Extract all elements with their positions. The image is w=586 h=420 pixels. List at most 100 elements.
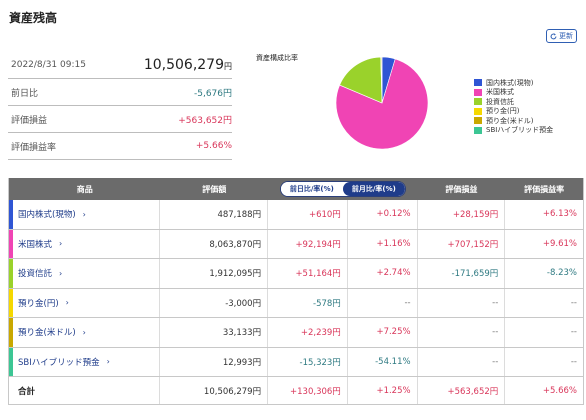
toggle-prev-month[interactable]: 前月比/率(%) <box>342 182 405 196</box>
change-cell: -15,323円 <box>268 347 348 376</box>
legend-item: 米国株式 <box>474 88 553 98</box>
valuation-cell: 33,133円 <box>160 318 269 347</box>
pl-cell: -171,659円 <box>418 259 506 288</box>
table-header: 商品 評価額 前日比/率(%) 前月比/率(%) 評価損益 評価損益率 <box>9 178 583 200</box>
change-rate-cell: +2.74% <box>348 259 418 288</box>
table-row: SBIハイブリッド預金 › 12,993円 -15,323円 -54.11% -- -- <box>9 347 583 377</box>
total-change-rate: +1.25% <box>348 377 418 404</box>
change-cell: +2,239円 <box>268 318 348 347</box>
category-color-bar <box>9 229 13 258</box>
pl-rate-cell: -8.23% <box>546 268 577 279</box>
pl-rate-cell: -- <box>570 297 577 308</box>
pl-rate-cell: +6.13% <box>542 209 577 220</box>
pl-cell: -- <box>418 347 506 376</box>
summary-label: 評価損益 <box>11 115 48 126</box>
summary-value: +563,652円 <box>178 115 232 126</box>
product-name: 国内株式(現物) <box>18 210 76 221</box>
legend-swatch <box>474 98 482 106</box>
change-rate-cell: +1.16% <box>348 229 418 258</box>
summary-value: -5,676円 <box>193 88 232 99</box>
legend-item: SBIハイブリッド預金 <box>474 126 553 136</box>
change-cell: +51,164円 <box>268 259 348 288</box>
change-cell: +92,194円 <box>268 229 348 258</box>
summary-total-row: 2022/8/31 09:15 10,506,279円 <box>8 52 232 79</box>
total-value: 10,506,279円 <box>160 377 269 404</box>
chart-title: 資産構成比率 <box>256 54 298 62</box>
product-name: SBIハイブリッド預金 <box>18 357 100 368</box>
category-color-bar <box>9 259 13 288</box>
change-rate-cell: -- <box>348 288 418 317</box>
product-link[interactable]: 預り金(円) › <box>9 288 161 317</box>
change-period-toggle: 前日比/率(%) 前月比/率(%) <box>279 181 406 197</box>
valuation-cell: 1,912,095円 <box>160 259 269 288</box>
change-cell: +610円 <box>268 200 348 229</box>
change-cell: -578円 <box>268 288 348 317</box>
legend-label: 預り金(米ドル) <box>486 116 534 125</box>
legend-item: 預り金(米ドル) <box>474 116 553 126</box>
product-link[interactable]: 預り金(米ドル) › <box>9 318 161 347</box>
chevron-right-icon: › <box>65 298 69 308</box>
chevron-right-icon: › <box>59 268 63 278</box>
summary-label: 評価損益率 <box>11 142 57 153</box>
legend-label: 投資信託 <box>486 97 514 106</box>
toggle-prev-day[interactable]: 前日比/率(%) <box>280 182 343 196</box>
table-body: 国内株式(現物) › 487,188円 +610円 +0.12% +28,159円 +6.1… <box>9 200 583 377</box>
legend-item: 投資信託 <box>474 97 553 107</box>
header-valuation: 評価額 <box>202 184 227 194</box>
refresh-icon <box>550 33 557 39</box>
category-color-bar <box>9 347 13 376</box>
chevron-right-icon: › <box>82 209 86 219</box>
product-link[interactable]: 投資信託 › <box>9 259 161 288</box>
pl-cell: +28,159円 <box>418 200 506 229</box>
product-name: 投資信託 <box>18 269 53 280</box>
refresh-label: 更新 <box>559 32 573 40</box>
product-name: 預り金(米ドル) <box>18 328 76 339</box>
summary-label: 前日比 <box>11 88 39 99</box>
product-name: 預り金(円) <box>18 298 59 309</box>
summary-value: +5.66% <box>195 141 232 151</box>
summary-total-unit: 円 <box>224 62 232 71</box>
header-pl-rate: 評価損益率 <box>524 184 565 194</box>
pie-slice-2 <box>339 56 383 104</box>
asset-summary: 2022/8/31 09:15 10,506,279円 前日比 -5,676円 … <box>8 52 232 160</box>
legend-item: 国内株式(現物) <box>474 78 553 88</box>
holdings-table: 商品 評価額 前日比/率(%) 前月比/率(%) 評価損益 評価損益率 国内株式… <box>8 178 584 405</box>
chevron-right-icon: › <box>82 327 86 337</box>
category-color-bar <box>9 318 13 347</box>
asset-pie-chart <box>335 56 429 150</box>
change-rate-cell: +0.12% <box>348 200 418 229</box>
total-pl: +563,652円 <box>418 377 506 404</box>
summary-row-day-change: 前日比 -5,676円 <box>8 79 232 106</box>
refresh-button[interactable]: 更新 <box>546 29 577 43</box>
legend-swatch <box>474 88 482 96</box>
summary-total-value: 10,506,279 <box>143 57 224 73</box>
legend-item: 預り金(円) <box>474 107 553 117</box>
table-row: 米国株式 › 8,063,870円 +92,194円 +1.16% +707,152円 +9… <box>9 229 583 259</box>
chart-legend: 国内株式(現物) 米国株式 投資信託 預り金(円) 預り金(米ドル) SBIハイブリッド預… <box>474 78 553 135</box>
legend-swatch <box>474 79 482 87</box>
summary-row-pl-rate: 評価損益率 +5.66% <box>8 133 232 160</box>
legend-swatch <box>474 117 482 125</box>
header-pl: 評価損益 <box>445 184 478 194</box>
table-row: 国内株式(現物) › 487,188円 +610円 +0.12% +28,159円 +6.1… <box>9 200 583 230</box>
summary-date: 2022/8/31 09:15 <box>11 60 86 70</box>
product-link[interactable]: 国内株式(現物) › <box>9 200 161 229</box>
product-name: 米国株式 <box>18 239 53 250</box>
chevron-right-icon: › <box>106 357 110 367</box>
table-row: 投資信託 › 1,912,095円 +51,164円 +2.74% -171,659円 -8… <box>9 259 583 289</box>
category-color-bar <box>9 288 13 317</box>
summary-row-pl: 評価損益 +563,652円 <box>8 106 232 133</box>
category-color-bar <box>9 200 13 229</box>
product-link[interactable]: 米国株式 › <box>9 229 161 258</box>
pl-rate-cell: -- <box>570 327 577 338</box>
change-rate-cell: +7.25% <box>348 318 418 347</box>
product-link[interactable]: SBIハイブリッド預金 › <box>9 347 161 376</box>
valuation-cell: -3,000円 <box>160 288 269 317</box>
header-product: 商品 <box>76 184 93 194</box>
summary-total: 10,506,279円 <box>144 57 232 73</box>
pl-cell: +707,152円 <box>418 229 506 258</box>
legend-label: 国内株式(現物) <box>486 78 534 87</box>
valuation-cell: 487,188円 <box>160 200 269 229</box>
page-title: 資産残高 <box>9 11 58 25</box>
table-row: 預り金(米ドル) › 33,133円 +2,239円 +7.25% -- -- <box>9 318 583 348</box>
